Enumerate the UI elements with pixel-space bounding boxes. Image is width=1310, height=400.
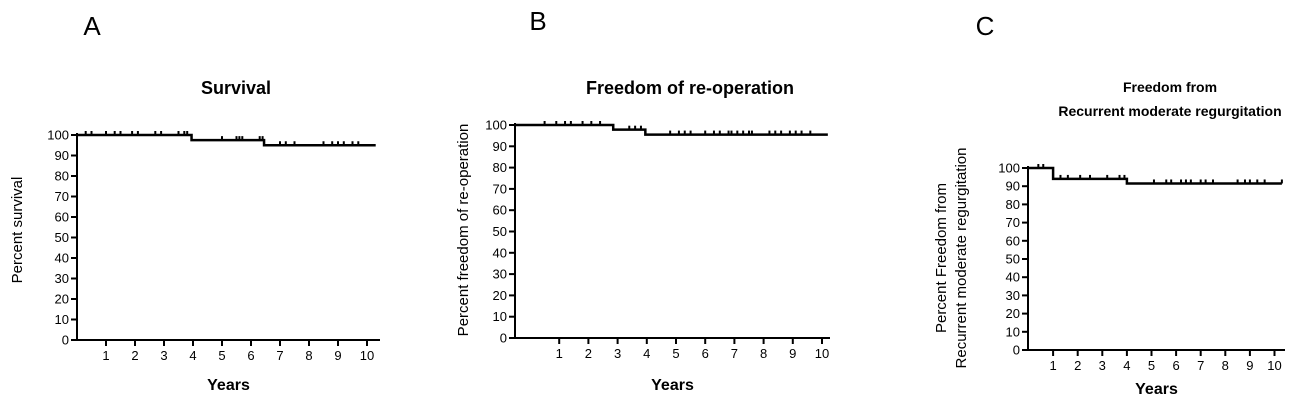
x-tick-label: 4 [643,346,650,361]
y-tick-label: 90 [1006,179,1020,194]
y-axis-label: Percent survival [9,177,26,284]
y-tick-label: 40 [493,245,507,260]
y-axis-label: Recurrent moderate regurgitation [953,148,970,369]
panel-b: B Freedom of re-operation Percent freedom … [455,6,830,394]
x-tick-label: 4 [1123,358,1130,373]
y-tick-label: 80 [55,169,69,184]
y-tick-label: 50 [1006,252,1020,267]
x-tick-label: 5 [672,346,679,361]
y-tick-label: 100 [485,118,507,133]
panel-a: A Survival Percent survival Years 0 10 20 30 40 5… [9,11,380,394]
y-tick-label: 0 [500,331,507,346]
panel-c: C Freedom from Recurrent moderate regurgit… [933,11,1285,398]
x-tick-label: 2 [131,348,138,363]
chart-title: Recurrent moderate regurgitation [1058,103,1281,119]
x-tick-label: 10 [815,346,829,361]
y-tick-label: 30 [55,271,69,286]
y-tick-label: 10 [55,312,69,327]
x-tick-label: 2 [585,346,592,361]
y-tick-label: 60 [55,210,69,225]
y-tick-label: 90 [55,148,69,163]
survival-curve [1028,166,1282,185]
x-tick-label: 8 [760,346,767,361]
y-tick-label: 10 [1006,324,1020,339]
y-tick-label: 80 [1006,197,1020,212]
y-tick-label: 90 [493,139,507,154]
panel-label: C [976,11,995,41]
x-tick-label: 8 [1222,358,1229,373]
chart-title: Freedom of re-operation [586,78,794,98]
x-tick-label: 9 [1246,358,1253,373]
x-tick-label: 1 [102,348,109,363]
x-tick-label: 1 [556,346,563,361]
x-tick-label: 4 [189,348,196,363]
y-axis-label: Percent freedom of re-operation [455,124,472,337]
y-tick-label: 70 [1006,215,1020,230]
y-tick-label: 10 [493,309,507,324]
y-axis-label: Percent Freedom from [933,183,950,333]
y-tick-label: 40 [55,251,69,266]
y-tick-label: 30 [493,267,507,282]
panel-label: B [529,6,546,36]
x-tick-label: 9 [334,348,341,363]
y-tick-label: 70 [493,181,507,196]
x-tick-label: 8 [305,348,312,363]
y-tick-label: 80 [493,160,507,175]
x-tick-label: 7 [276,348,283,363]
x-tick-label: 6 [702,346,709,361]
x-tick-label: 7 [1197,358,1204,373]
x-axis-label: Years [207,377,250,394]
x-tick-label: 3 [160,348,167,363]
panel-label: A [83,11,101,41]
x-axis-label: Years [1135,381,1178,398]
y-tick-label: 70 [55,189,69,204]
y-tick-label: 30 [1006,288,1020,303]
x-tick-label: 1 [1049,358,1056,373]
x-tick-label: 6 [247,348,254,363]
x-tick-label: 3 [614,346,621,361]
x-tick-label: 6 [1172,358,1179,373]
y-tick-label: 40 [1006,270,1020,285]
x-tick-label: 10 [360,348,374,363]
x-tick-label: 10 [1267,358,1281,373]
y-tick-label: 20 [493,288,507,303]
x-tick-label: 3 [1099,358,1106,373]
survival-curve [77,133,376,147]
y-tick-label: 60 [1006,233,1020,248]
x-tick-label: 5 [218,348,225,363]
y-tick-label: 0 [1013,343,1020,358]
y-tick-label: 100 [47,128,69,143]
x-tick-label: 2 [1074,358,1081,373]
chart-title: Freedom from [1123,79,1217,95]
x-tick-label: 5 [1148,358,1155,373]
y-tick-label: 60 [493,203,507,218]
x-tick-label: 9 [789,346,796,361]
y-tick-label: 50 [55,230,69,245]
x-tick-label: 7 [731,346,738,361]
x-axis-label: Years [651,377,694,394]
chart-title: Survival [201,78,271,98]
y-tick-label: 0 [62,333,69,348]
y-tick-label: 20 [1006,306,1020,321]
y-tick-label: 20 [55,292,69,307]
y-tick-label: 50 [493,224,507,239]
y-tick-label: 100 [998,161,1020,176]
